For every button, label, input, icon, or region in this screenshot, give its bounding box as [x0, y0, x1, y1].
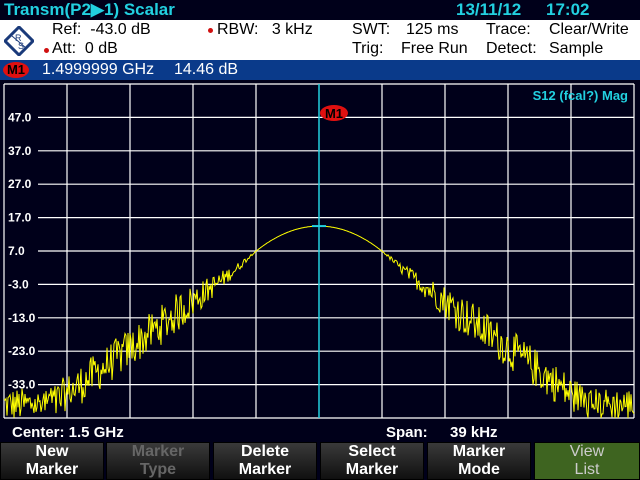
marker-m1-flag [320, 105, 348, 121]
y-tick-label: -3.0 [8, 277, 29, 291]
y-tick-label: -33.0 [8, 378, 36, 392]
trace-name-label: S12 (fcal?) Mag [533, 88, 628, 103]
trace-label: Trace: [486, 21, 531, 38]
rbw[interactable]: RBW: 3 kHz [217, 21, 313, 38]
settings-panel: R S Ref: -43.0 dB Att: 0 dB RBW: 3 kHz S… [0, 20, 640, 60]
mode-title: Transm(P2▶1) Scalar [4, 0, 175, 19]
detect-value: Sample [549, 40, 604, 57]
y-tick-label: 7.0 [8, 244, 25, 258]
time: 17:02 [546, 0, 590, 19]
att-indicator-icon [44, 48, 49, 53]
marker-badge: M1 [3, 62, 29, 78]
svg-text:S: S [18, 41, 24, 51]
span-value[interactable]: 39 kHz [450, 424, 498, 441]
rs-logo-icon: R S [4, 26, 34, 56]
trace-value: Clear/Write [549, 21, 629, 38]
marker-frequency: 1.4999999 GHz [42, 61, 155, 78]
swt-value: 125 ms [406, 21, 459, 38]
spectrum-plot[interactable]: 47.0 37.0 27.0 17.0 7.0 -3.0 -13.0 -23.0 -33.0 S1… [0, 80, 640, 424]
delete-marker-button[interactable]: Delete Marker [213, 442, 317, 480]
marker-type-button[interactable]: Marker Type [106, 442, 210, 480]
new-marker-button[interactable]: New Marker [0, 442, 104, 480]
y-tick-label: 37.0 [8, 144, 32, 158]
detect-label: Detect: [486, 40, 537, 57]
swt-label: SWT: [352, 21, 391, 38]
ref-level[interactable]: Ref: -43.0 dB [52, 21, 151, 38]
trig-value: Free Run [401, 40, 468, 57]
marker-mode-button[interactable]: Marker Mode [427, 442, 531, 480]
marker-level: 14.46 dB [174, 61, 239, 78]
y-tick-label: -23.0 [8, 344, 36, 358]
date: 13/11/12 [456, 0, 522, 19]
title-bar: Transm(P2▶1) Scalar 13/11/12 17:02 [0, 0, 640, 20]
select-marker-button[interactable]: Select Marker [320, 442, 424, 480]
y-tick-label: -13.0 [8, 311, 36, 325]
marker-readout-bar: M1 1.4999999 GHz 14.46 dB [0, 60, 640, 80]
marker-m1-label: M1 [325, 106, 343, 121]
trig-label: Trig: [352, 40, 384, 57]
rbw-indicator-icon [208, 28, 213, 33]
y-tick-label: 27.0 [8, 177, 32, 191]
y-tick-label: 47.0 [8, 110, 32, 124]
attenuation[interactable]: Att: 0 dB [52, 40, 118, 57]
y-tick-label: 17.0 [8, 211, 32, 225]
center-frequency[interactable]: Center: 1.5 GHz [12, 424, 124, 441]
span-label: Span: [386, 424, 428, 441]
view-list-button[interactable]: View List [534, 442, 640, 480]
svg-text:R: R [15, 33, 22, 43]
softkey-bar: New Marker Marker Type Delete Marker Select… [0, 442, 640, 480]
